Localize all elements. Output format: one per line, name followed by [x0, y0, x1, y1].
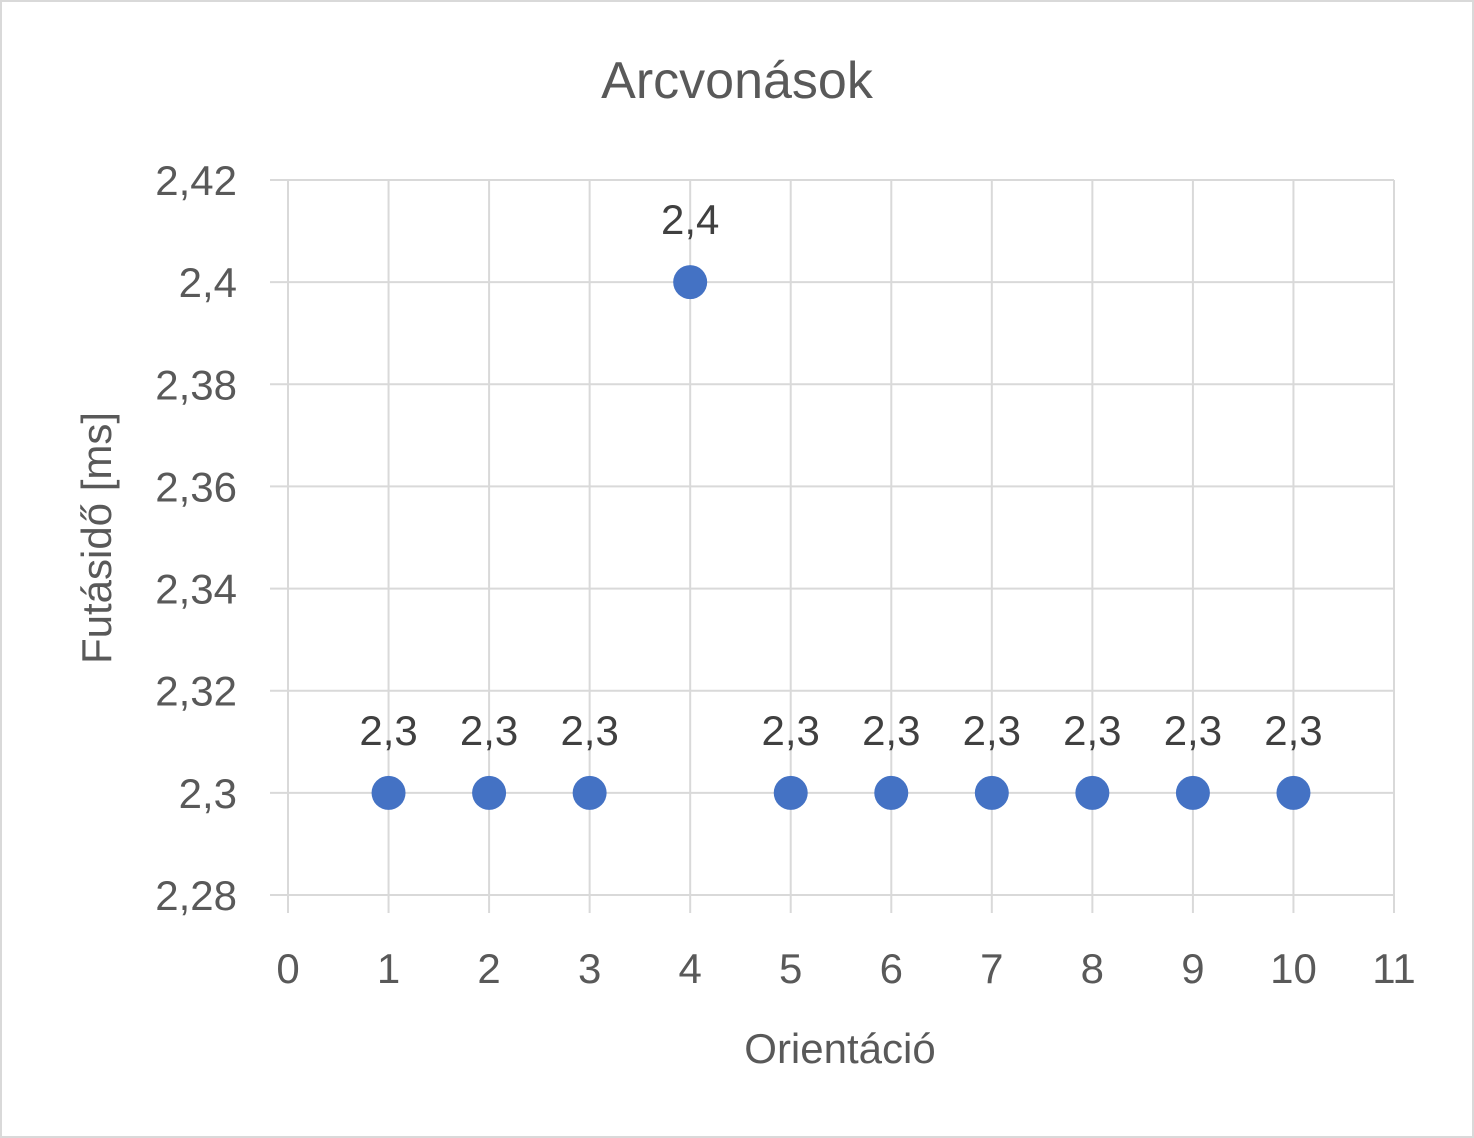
- data-point: [371, 775, 406, 810]
- y-tick-label: 2,42: [155, 157, 237, 204]
- y-tick-label: 2,38: [155, 361, 237, 408]
- data-point: [773, 775, 808, 810]
- y-tick-label: 2,34: [155, 566, 237, 613]
- data-point: [874, 775, 909, 810]
- chart-title: Arcvonások: [601, 52, 874, 110]
- y-tick-label: 2,4: [179, 259, 237, 306]
- data-point: [1075, 775, 1110, 810]
- data-point: [572, 775, 607, 810]
- data-label: 2,3: [460, 707, 518, 754]
- data-label: 2,3: [1063, 707, 1121, 754]
- x-axis-ticks: 0 1 2 3 4 5 6 7 8 9 10 11: [276, 945, 1415, 992]
- x-tick-label: 5: [779, 945, 802, 992]
- data-point: [673, 265, 708, 300]
- x-tick-label: 6: [880, 945, 903, 992]
- data-label: 2,3: [359, 707, 417, 754]
- data-label: 2,3: [1164, 707, 1222, 754]
- y-tick-label: 2,28: [155, 872, 237, 919]
- data-label: 2,3: [963, 707, 1021, 754]
- x-tick-label: 1: [377, 945, 400, 992]
- data-point: [1276, 775, 1311, 810]
- data-label: 2,3: [862, 707, 920, 754]
- x-axis-title: Orientáció: [744, 1025, 935, 1072]
- data-label: 2,3: [560, 707, 618, 754]
- data-label: 2,4: [661, 196, 719, 243]
- data-labels: 2,3 2,3 2,3 2,4 2,3 2,3 2,3 2,3 2,3 2,3: [359, 196, 1322, 754]
- axes: [270, 179, 1395, 913]
- data-label: 2,3: [762, 707, 820, 754]
- gridlines: [288, 179, 1395, 895]
- x-tick-label: 8: [1081, 945, 1104, 992]
- x-tick-label: 9: [1181, 945, 1204, 992]
- data-label: 2,3: [1264, 707, 1322, 754]
- y-tick-label: 2,36: [155, 463, 237, 510]
- x-tick-label: 4: [679, 945, 702, 992]
- y-axis-ticks: 2,28 2,3 2,32 2,34 2,36 2,38 2,4 2,42: [155, 157, 237, 919]
- x-tick-label: 2: [477, 945, 500, 992]
- data-points: [371, 265, 1311, 810]
- y-axis-title: Futásidő [ms]: [73, 412, 120, 664]
- x-tick-label: 7: [980, 945, 1003, 992]
- y-tick-label: 2,32: [155, 668, 237, 715]
- x-tick-label: 3: [578, 945, 601, 992]
- x-tick-label: 0: [276, 945, 299, 992]
- data-point: [974, 775, 1009, 810]
- data-point: [472, 775, 507, 810]
- x-tick-label: 11: [1372, 945, 1416, 992]
- y-tick-label: 2,3: [179, 770, 237, 817]
- data-point: [1175, 775, 1210, 810]
- x-tick-label: 10: [1270, 945, 1317, 992]
